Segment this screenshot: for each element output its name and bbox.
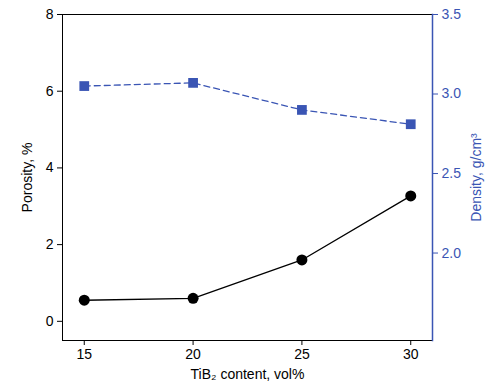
svg-text:4: 4 [46, 159, 54, 175]
svg-text:3.0: 3.0 [442, 85, 462, 101]
svg-text:Porosity, %: Porosity, % [19, 143, 35, 213]
svg-text:20: 20 [185, 346, 201, 362]
svg-text:2.0: 2.0 [442, 245, 462, 261]
svg-text:30: 30 [403, 346, 419, 362]
svg-text:8: 8 [46, 6, 54, 22]
svg-text:15: 15 [76, 346, 92, 362]
svg-text:3.5: 3.5 [442, 6, 462, 22]
svg-text:0: 0 [46, 313, 54, 329]
svg-text:TiB₂ content, vol%: TiB₂ content, vol% [191, 366, 305, 382]
svg-text:25: 25 [294, 346, 310, 362]
svg-text:2: 2 [46, 236, 54, 252]
svg-text:2.5: 2.5 [442, 165, 462, 181]
svg-text:Density, g/cm³: Density, g/cm³ [468, 133, 484, 222]
svg-text:6: 6 [46, 83, 54, 99]
